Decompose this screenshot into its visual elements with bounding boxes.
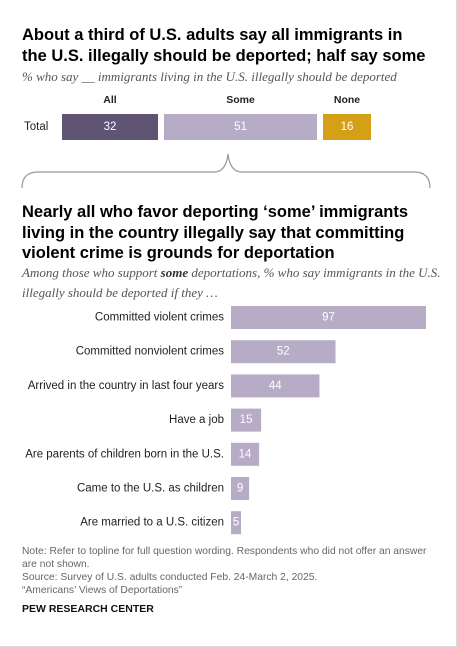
source: Source: Survey of U.S. adults conducted … <box>22 572 318 583</box>
value-label: 15 <box>240 414 253 426</box>
bar <box>231 340 336 364</box>
subtitle: % who say __ immigrants living in the U.… <box>22 69 397 84</box>
subtitle-part: deportations, % who say immigrants in th… <box>22 265 441 300</box>
bar <box>231 442 260 466</box>
value-label: 16 <box>341 121 354 133</box>
subtitle: Among those who support some deportation… <box>22 263 442 303</box>
value-label: 32 <box>104 121 117 133</box>
value-label: 14 <box>239 448 252 460</box>
title: Nearly all who favor deporting ‘some’ im… <box>22 203 409 262</box>
footer: PEW RESEARCH CENTER <box>22 603 154 615</box>
legend-label: All <box>103 94 117 106</box>
category-label: Committed violent crimes <box>95 312 224 324</box>
category-label: Are married to a U.S. citizen <box>80 517 224 529</box>
row-label: Total <box>24 121 48 133</box>
title: About a third of U.S. adults say all imm… <box>22 26 426 65</box>
subtitle-part: some <box>160 265 189 280</box>
bar-segment <box>164 114 317 140</box>
value-label: 52 <box>277 346 290 358</box>
category-label: Are parents of children born in the U.S. <box>25 448 224 460</box>
note: Note: Refer to topline for full question… <box>22 546 427 570</box>
value-label: 51 <box>234 121 247 133</box>
value-label: 5 <box>233 517 239 529</box>
category-label: Came to the U.S. as children <box>77 483 224 495</box>
category-label: Committed nonviolent crimes <box>76 346 225 358</box>
legend-label: Some <box>226 94 255 106</box>
subtitle-part: Among those who support <box>22 265 161 280</box>
report: “Americans’ Views of Deportations” <box>22 585 183 596</box>
category-label: Have a job <box>169 414 224 426</box>
value-label: 44 <box>269 380 282 392</box>
brace <box>21 153 431 189</box>
value-label: 97 <box>322 312 335 324</box>
category-label: Arrived in the country in last four year… <box>28 380 224 392</box>
bar-segment <box>323 114 371 140</box>
bar <box>231 374 320 398</box>
bar-segment <box>62 114 158 140</box>
bar <box>231 306 426 329</box>
legend-label: None <box>334 94 360 106</box>
value-label: 9 <box>237 483 243 495</box>
bar <box>231 477 250 500</box>
bar <box>231 511 242 535</box>
bar <box>231 408 262 432</box>
